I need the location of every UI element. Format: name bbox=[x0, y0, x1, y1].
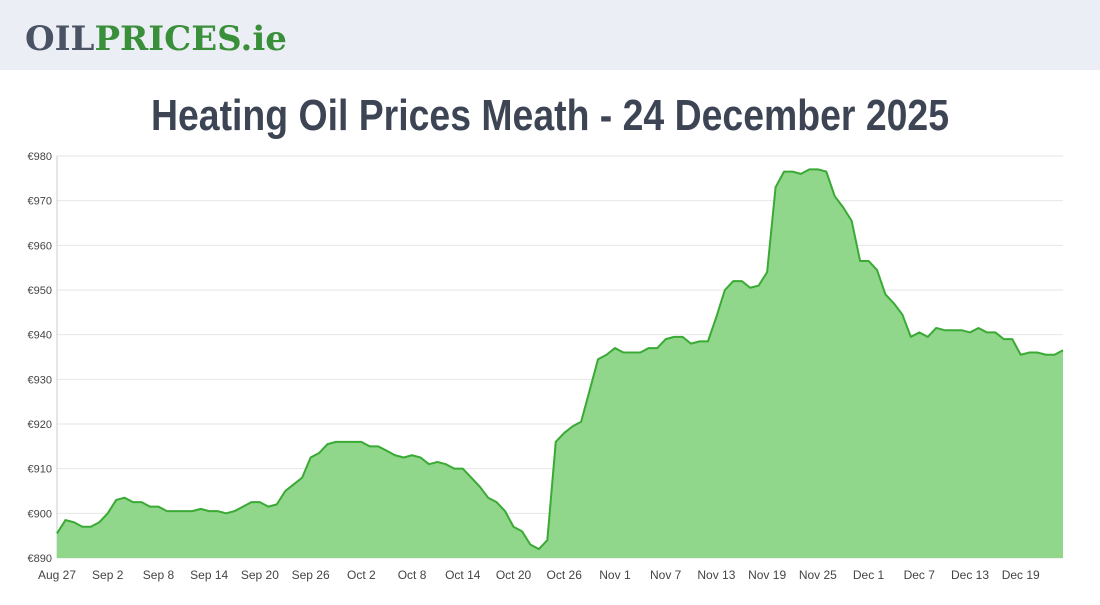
header-bar bbox=[0, 0, 1100, 70]
y-tick-label: €920 bbox=[28, 419, 52, 431]
x-tick-label: Sep 2 bbox=[92, 568, 124, 582]
x-tick-label: Nov 1 bbox=[599, 568, 631, 582]
chart-title: Heating Oil Prices Meath - 24 December 2… bbox=[151, 91, 949, 140]
x-tick-label: Sep 26 bbox=[292, 568, 330, 582]
x-tick-label: Sep 20 bbox=[241, 568, 279, 582]
x-tick-label: Oct 2 bbox=[347, 568, 376, 582]
y-tick-label: €910 bbox=[28, 464, 52, 476]
x-tick-label: Nov 7 bbox=[650, 568, 682, 582]
y-tick-label: €940 bbox=[28, 330, 52, 342]
area bbox=[57, 169, 1063, 558]
line bbox=[56, 168, 1064, 551]
x-tick-label: Oct 26 bbox=[547, 568, 583, 582]
logo-part: PRICES.ie bbox=[94, 19, 286, 59]
x-tick-label: Nov 25 bbox=[799, 568, 837, 582]
logo[interactable]: OILPRICES.ie bbox=[25, 19, 287, 59]
x-tick-label: Sep 14 bbox=[190, 568, 228, 582]
y-tick-label: €960 bbox=[28, 240, 52, 252]
y-tick-label: €970 bbox=[28, 196, 52, 208]
y-tick-label: €980 bbox=[28, 151, 52, 163]
x-tick-label: Aug 27 bbox=[38, 568, 76, 582]
y-tick-label: €950 bbox=[28, 285, 52, 297]
y-tick-label: €930 bbox=[28, 374, 52, 386]
x-tick-label: Oct 8 bbox=[398, 568, 427, 582]
x-tick-label: Dec 1 bbox=[853, 568, 885, 582]
x-tick-label: Dec 19 bbox=[1002, 568, 1040, 582]
x-tick-label: Oct 14 bbox=[445, 568, 481, 582]
x-tick-label: Nov 13 bbox=[697, 568, 735, 582]
x-tick-label: Dec 7 bbox=[904, 568, 936, 582]
x-tick-label: Oct 20 bbox=[496, 568, 532, 582]
x-tick-label: Nov 19 bbox=[748, 568, 786, 582]
y-tick-label: €900 bbox=[28, 508, 52, 520]
x-tick-label: Sep 8 bbox=[143, 568, 175, 582]
logo-part: OIL bbox=[25, 19, 95, 59]
y-tick-label: €890 bbox=[28, 553, 52, 565]
x-tick-label: Dec 13 bbox=[951, 568, 989, 582]
